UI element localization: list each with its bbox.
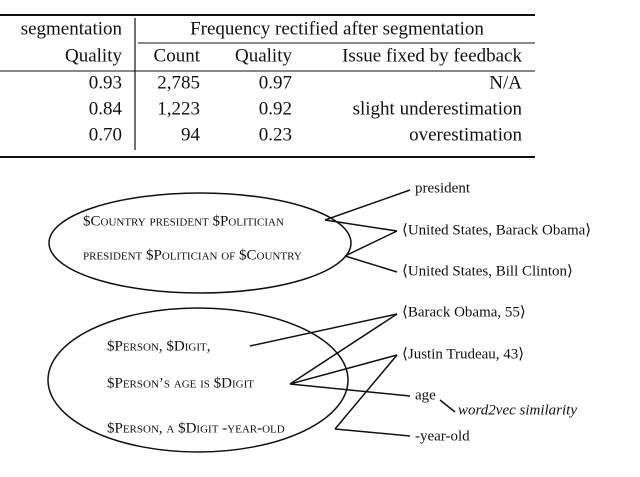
cell: 0.97 [259, 72, 292, 93]
link [334, 428, 411, 437]
cell: 0.70 [89, 124, 122, 145]
cell: 1,223 [157, 98, 200, 119]
header: Frequency rectified after segmentation [190, 18, 484, 39]
pattern: $Person, $Digit, [107, 338, 210, 354]
link [324, 189, 411, 221]
link [344, 255, 398, 273]
target: president [415, 180, 471, 196]
target: ⟨Justin Trudeau, 43⟩ [402, 346, 524, 362]
cell: N/A [489, 72, 522, 93]
cell: 94 [181, 124, 201, 145]
pattern: $Person’s age is $Digit [107, 375, 254, 391]
link [289, 354, 398, 385]
link [324, 219, 398, 232]
cell: slight underestimation [353, 98, 523, 119]
cell: overestimation [409, 124, 522, 145]
pattern: $Person, a $Digit -year-old [107, 420, 285, 436]
pattern: $Country president $Politician [83, 213, 284, 229]
table: segmentation Frequency rectified after s… [0, 14, 535, 158]
link [249, 313, 398, 347]
ellipse [47, 307, 349, 453]
header: segmentation [21, 18, 123, 39]
target: ⟨Barack Obama, 55⟩ [402, 304, 526, 320]
target: ⟨United States, Bill Clinton⟩ [402, 263, 573, 279]
link [439, 399, 456, 413]
cell: 0.23 [259, 124, 292, 145]
header: Issue fixed by feedback [342, 45, 522, 66]
link [334, 354, 398, 430]
header: Quality [235, 45, 292, 66]
target: age [415, 387, 436, 403]
header: Quality [65, 45, 122, 66]
link [344, 230, 398, 257]
link [289, 313, 398, 385]
header: Count [154, 45, 201, 66]
cell: 0.93 [89, 72, 122, 93]
ellipse [48, 192, 352, 294]
target: ⟨United States, Barack Obama⟩ [402, 222, 591, 238]
cell: 2,785 [157, 72, 200, 93]
link [289, 383, 411, 397]
pattern: president $Politician of $Country [83, 247, 302, 263]
target: -year-old [415, 428, 470, 444]
diagram: word2vec similarity $Country president $… [47, 180, 591, 453]
note: word2vec similarity [458, 402, 577, 418]
cell: 0.92 [259, 98, 292, 119]
cell: 0.84 [89, 98, 123, 119]
